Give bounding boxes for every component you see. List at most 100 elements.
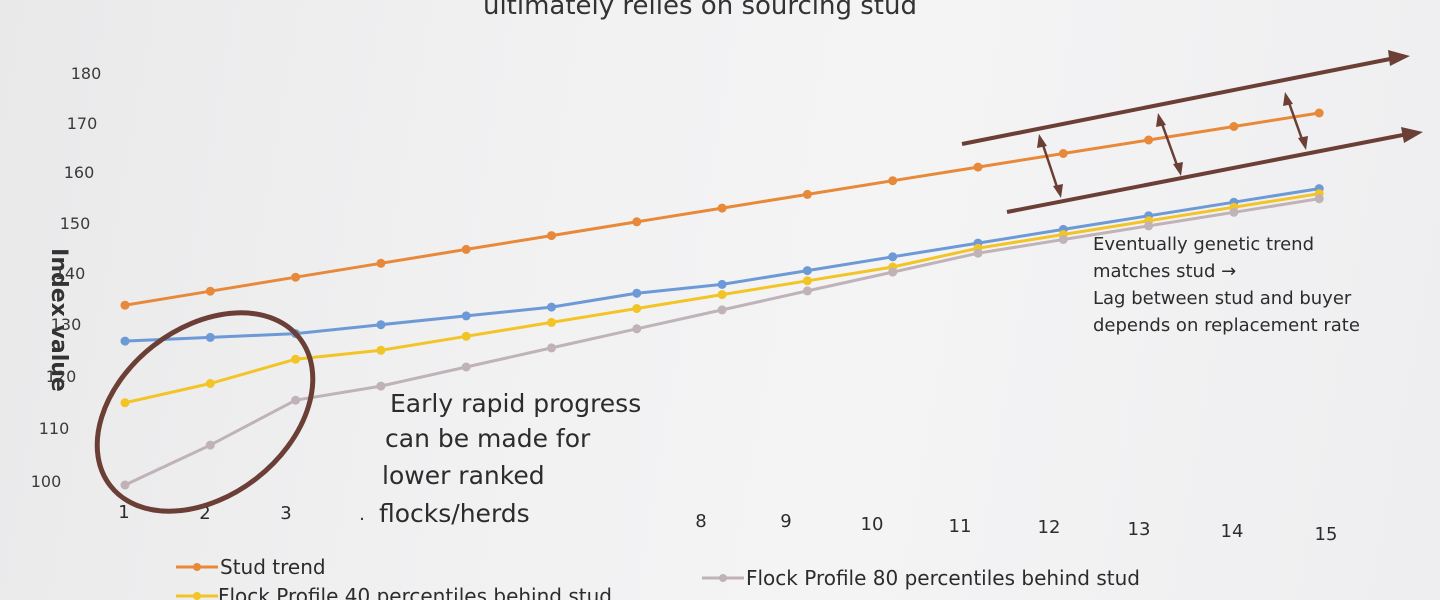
annotation-line: can be made for [385,424,591,453]
y-axis-ticks: 100 110 120 130 140 150 160 170 180 [31,64,102,491]
data-point [1314,194,1324,204]
data-point [717,279,727,289]
x-tick-label: 9 [780,511,791,532]
data-point [205,379,215,388]
data-point [1144,135,1154,145]
data-point [376,381,386,391]
data-point [205,332,215,342]
y-tick-label: 120 [46,367,77,386]
legend-label: Stud trend [220,555,326,579]
legend-item-flock-80: Flock Profile 80 percentiles behind stud [702,566,1140,590]
gap-arrow [1037,134,1063,198]
x-tick-label: 3 [280,503,291,524]
legend: Stud trend Flock Profile 40 percentiles … [176,555,1140,600]
data-point [717,290,727,300]
data-point [120,480,130,490]
data-point [717,305,727,315]
data-point [717,203,727,213]
x-tick-label: 8 [695,511,706,532]
data-point [461,244,471,254]
data-point [973,248,983,258]
y-tick-label: 100 [31,472,62,491]
data-point [802,189,812,199]
x-axis-ticks: 1 2 3. 8 9 10 11 12 13 14 15 [118,502,1337,545]
x-tick-label: . [359,504,365,525]
data-point [1144,221,1154,231]
data-point [632,217,642,227]
x-tick-label: 15 [1315,524,1338,545]
highlight-ellipse [94,310,316,514]
data-point [461,331,471,341]
data-point [376,320,386,330]
early-progress-annotation: Early rapid progress can be made for low… [379,389,641,528]
x-tick-label: 11 [949,516,972,537]
data-point [120,398,130,408]
annotation-line: lower ranked [382,461,545,490]
annotation-line: Eventually genetic trend [1093,234,1314,255]
annotation-line: Lag between stud and buyer [1093,288,1352,309]
data-point [291,395,301,405]
y-tick-label: 180 [71,64,102,83]
data-point [547,302,556,312]
data-point [888,267,898,277]
y-tick-label: 130 [51,315,82,334]
data-point [1229,207,1239,217]
chart-title-fragment: ultimately relies on sourcing stud [483,0,917,21]
legend-item-stud-trend: Stud trend [176,555,326,579]
gap-arrow [1283,92,1308,150]
x-tick-label: 1 [118,502,129,523]
data-point [461,311,471,321]
y-tick-label: 140 [55,264,86,283]
annotation-line: Early rapid progress [390,389,641,418]
series-layer [120,108,1324,490]
data-point [120,300,130,310]
data-point [973,162,983,172]
data-point [120,336,130,346]
legend-label: Flock Profile 40 percentiles behind stud [218,584,612,600]
lower-trend-arrow [1006,132,1409,214]
legend-label: Flock Profile 80 percentiles behind stud [746,566,1140,590]
data-point [1058,235,1068,244]
y-axis-label: Index value [46,248,71,392]
data-point [1229,122,1239,131]
data-point [205,440,215,450]
gap-arrow [1156,113,1183,176]
data-point [376,345,386,355]
x-tick-label: 2 [199,503,210,524]
data-point [888,176,898,186]
data-point [205,286,215,296]
legend-item-flock-40: Flock Profile 40 percentiles behind stud [176,584,612,600]
y-tick-label: 160 [64,163,95,182]
x-tick-label: 12 [1038,517,1061,538]
x-tick-label: 13 [1128,519,1151,540]
trend-arrows [961,50,1423,214]
annotation-line: matches stud → [1093,261,1236,282]
data-point [632,304,642,313]
genetic-trend-annotation: Eventually genetic trend matches stud → … [1093,234,1360,336]
data-point [461,362,471,372]
annotation-line: flocks/herds [379,499,530,528]
data-point [888,252,898,262]
data-point [802,276,812,286]
data-point [547,343,556,353]
y-tick-label: 170 [67,114,98,133]
gap-arrows [1037,92,1308,198]
data-point [1058,149,1068,158]
data-point [632,324,642,334]
y-tick-label: 150 [60,214,91,233]
data-point [291,272,301,282]
x-tick-label: 10 [861,514,884,535]
lower-arrowhead [1401,127,1423,143]
data-point [291,354,301,364]
data-point [802,266,812,276]
data-point [632,288,642,298]
data-point [547,317,556,327]
data-point [376,258,386,268]
x-tick-label: 14 [1221,521,1244,542]
data-point [1314,108,1324,118]
data-point [802,286,812,296]
upper-arrowhead [1388,50,1410,66]
upper-trend-arrow [961,56,1396,146]
data-point [547,231,556,241]
